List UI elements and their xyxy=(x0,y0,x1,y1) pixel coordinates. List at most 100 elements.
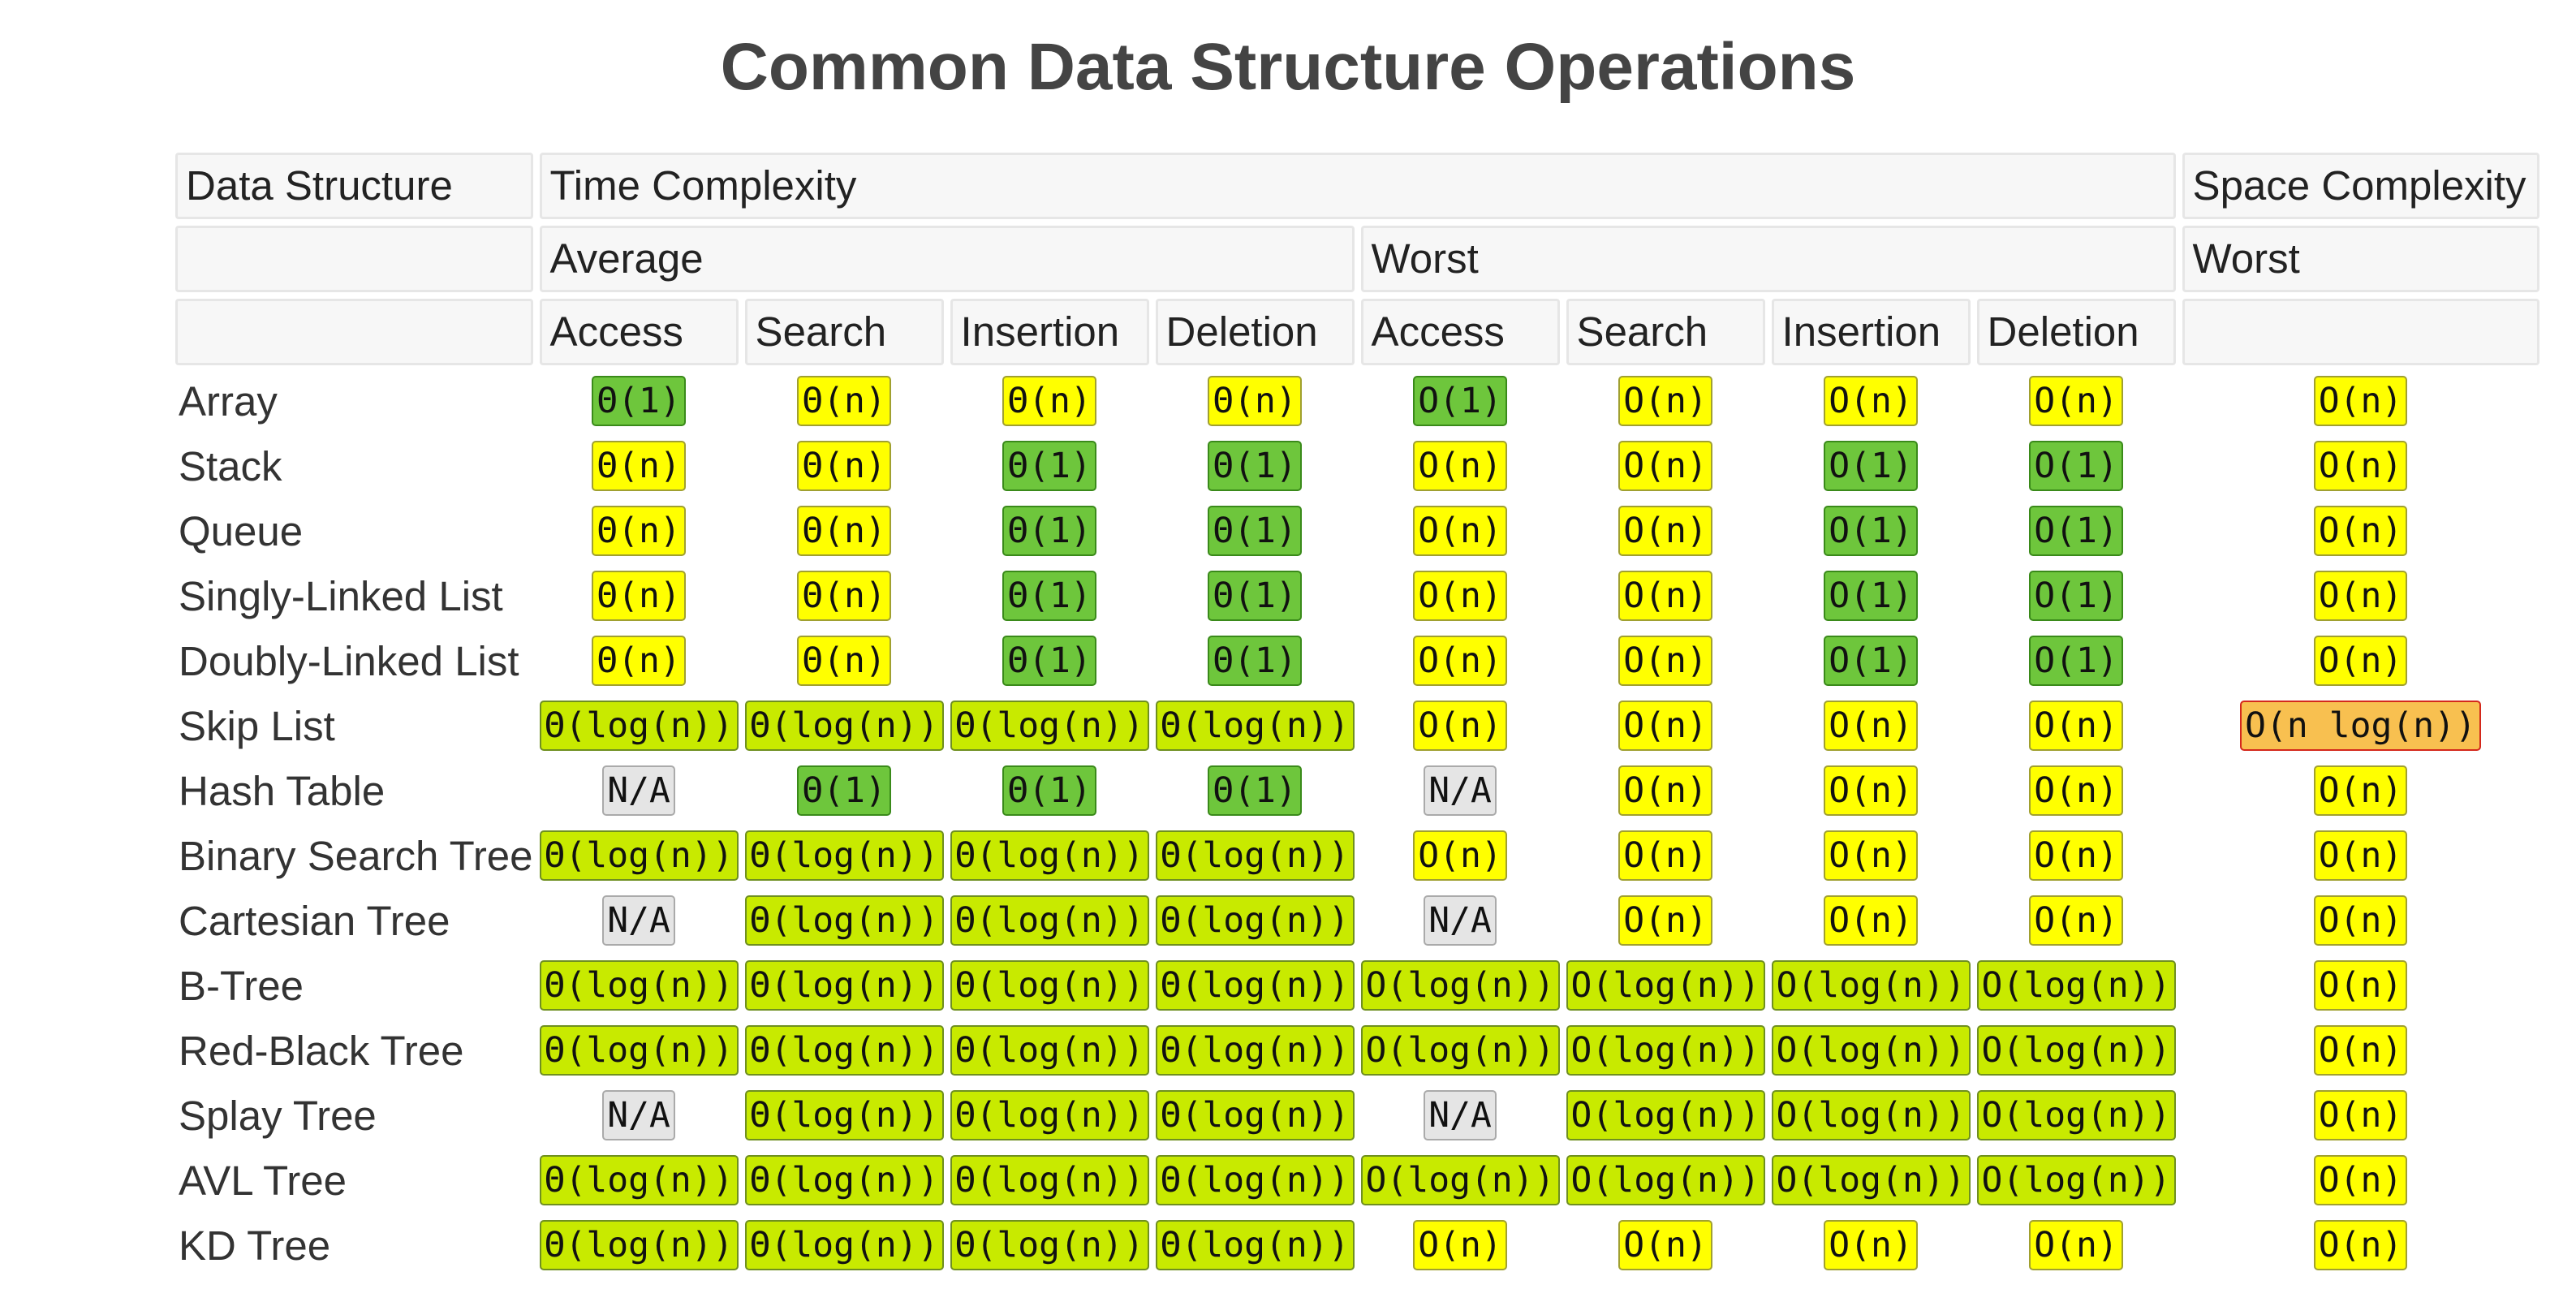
complexity-badge: O(1) xyxy=(2029,636,2123,686)
cell-space-worst: O(n) xyxy=(2182,437,2539,495)
table-row: Queue Θ(n) Θ(n) Θ(1) Θ(1) O(n) O(n) O(1) O(1) O(n… xyxy=(175,502,2539,560)
complexity-badge: O(n) xyxy=(2029,1220,2123,1270)
complexity-badge: Θ(n) xyxy=(592,441,686,491)
data-structure-name: Doubly-Linked List xyxy=(179,637,519,684)
cell-worst-deletion: O(log(n)) xyxy=(1976,956,2176,1015)
complexity-badge: O(1) xyxy=(1824,506,1918,556)
cell-avg-insertion: Θ(log(n)) xyxy=(950,1151,1149,1209)
cell-avg-search: Θ(log(n)) xyxy=(744,1216,944,1274)
cell-space-worst: O(n) xyxy=(2182,891,2539,950)
cell-worst-insertion: O(1) xyxy=(1772,632,1971,690)
cell-avg-insertion: Θ(log(n)) xyxy=(950,956,1149,1015)
data-structure-name: Stack xyxy=(179,442,282,489)
data-structure-name: Hash Table xyxy=(179,767,386,814)
table-row: Doubly-Linked List Θ(n) Θ(n) Θ(1) Θ(1) O(n) O(… xyxy=(175,632,2539,690)
cell-avg-search: Θ(log(n)) xyxy=(744,1151,944,1209)
cell-avg-insertion: Θ(log(n)) xyxy=(950,891,1149,950)
cell-avg-search: Θ(n) xyxy=(745,437,944,495)
complexity-badge: Θ(1) xyxy=(1208,636,1302,686)
complexity-badge: O(n) xyxy=(1618,506,1712,556)
complexity-badge: Θ(n) xyxy=(797,636,891,686)
complexity-badge: Θ(log(n)) xyxy=(744,895,944,946)
complexity-badge: Θ(log(n)) xyxy=(950,960,1149,1011)
cell-worst-access: O(n) xyxy=(1361,502,1560,560)
complexity-badge: O(log(n)) xyxy=(1566,960,1765,1011)
cell-avg-deletion: Θ(log(n)) xyxy=(1155,1216,1355,1274)
complexity-badge: Θ(log(n)) xyxy=(744,830,944,881)
complexity-badge: Θ(n) xyxy=(1002,376,1096,426)
complexity-badge: Θ(1) xyxy=(1002,636,1096,686)
complexity-badge: Θ(log(n)) xyxy=(950,1025,1149,1076)
header-row-2: Average Worst Worst xyxy=(175,226,2539,292)
cell-worst-search: O(n) xyxy=(1566,502,1765,560)
cell-worst-insertion: O(log(n)) xyxy=(1771,1151,1971,1209)
cell-worst-search: O(log(n)) xyxy=(1566,956,1765,1015)
cell-avg-deletion: Θ(1) xyxy=(1156,632,1355,690)
cell-avg-access: Θ(log(n)) xyxy=(539,1151,739,1209)
cell-worst-deletion: O(1) xyxy=(1977,567,2176,625)
cell-worst-search: O(n) xyxy=(1566,632,1765,690)
cell-worst-access: N/A xyxy=(1361,1086,1560,1145)
complexity-badge: Θ(log(n)) xyxy=(950,830,1149,881)
cell-avg-insertion: Θ(1) xyxy=(950,502,1149,560)
header-average: Average xyxy=(539,226,1355,292)
cell-avg-insertion: Θ(1) xyxy=(950,761,1149,820)
cell-worst-deletion: O(log(n)) xyxy=(1976,1151,2176,1209)
complexity-badge: O(n) xyxy=(1618,830,1712,881)
complexity-badge: O(n) xyxy=(1413,830,1507,881)
complexity-badge: O(log(n)) xyxy=(1771,960,1971,1011)
complexity-badge: Θ(log(n)) xyxy=(744,960,944,1011)
data-structure-name: B-Tree xyxy=(179,962,304,1009)
cell-avg-deletion: Θ(log(n)) xyxy=(1155,1086,1355,1145)
complexity-badge: Θ(1) xyxy=(1002,571,1096,621)
complexity-badge: O(n) xyxy=(1824,701,1918,751)
cell-worst-insertion: O(1) xyxy=(1772,567,1971,625)
cell-worst-deletion: O(n) xyxy=(1977,372,2176,430)
cell-avg-search: Θ(log(n)) xyxy=(744,956,944,1015)
cell-worst-insertion: O(1) xyxy=(1772,437,1971,495)
complexity-badge: O(n) xyxy=(2029,701,2123,751)
cell-worst-deletion: O(n) xyxy=(1977,826,2176,885)
complexity-badge: O(n) xyxy=(2313,895,2408,946)
complexity-badge: Θ(n) xyxy=(797,441,891,491)
complexity-badge: O(log(n)) xyxy=(1771,1090,1971,1140)
cell-avg-deletion: Θ(n) xyxy=(1156,372,1355,430)
cell-avg-access: Θ(log(n)) xyxy=(539,1216,739,1274)
cell-avg-deletion: Θ(1) xyxy=(1156,437,1355,495)
cell-worst-search: O(n) xyxy=(1566,372,1765,430)
table-row: Red-Black Tree Θ(log(n)) Θ(log(n)) Θ(log(n)… xyxy=(175,1021,2539,1080)
complexity-badge: Θ(log(n)) xyxy=(744,701,944,751)
complexity-badge: Θ(1) xyxy=(1208,571,1302,621)
cell-worst-insertion: O(n) xyxy=(1772,826,1971,885)
cell-avg-insertion: Θ(log(n)) xyxy=(950,1021,1149,1080)
complexity-badge: Θ(log(n)) xyxy=(744,1220,944,1270)
cell-avg-access: N/A xyxy=(540,1086,739,1145)
cell-worst-search: O(n) xyxy=(1566,437,1765,495)
data-structure-name: AVL Tree xyxy=(179,1157,347,1204)
cell-avg-insertion: Θ(log(n)) xyxy=(950,696,1149,755)
complexity-badge: O(log(n)) xyxy=(1566,1025,1765,1076)
header-blank xyxy=(175,299,533,365)
complexity-badge: O(n) xyxy=(1618,765,1712,816)
complexity-badge: Θ(n) xyxy=(592,571,686,621)
header-worst-deletion: Deletion xyxy=(1976,299,2176,365)
cell-worst-access: O(n) xyxy=(1361,437,1560,495)
table-row: KD Tree Θ(log(n)) Θ(log(n)) Θ(log(n)) Θ(log(… xyxy=(175,1216,2539,1274)
header-space-worst: Worst xyxy=(2182,226,2539,292)
complexity-badge: Θ(1) xyxy=(1002,441,1096,491)
cell-avg-access: Θ(log(n)) xyxy=(539,956,739,1015)
complexity-badge: O(n) xyxy=(2313,830,2408,881)
complexity-badge: N/A xyxy=(1424,895,1497,946)
cell-worst-insertion: O(n) xyxy=(1772,1216,1971,1274)
cell-worst-search: O(n) xyxy=(1566,567,1765,625)
cell-avg-access: Θ(n) xyxy=(540,502,739,560)
complexity-badge: Θ(n) xyxy=(797,506,891,556)
complexity-badge: Θ(1) xyxy=(797,765,891,816)
complexity-badge: O(n) xyxy=(1618,1220,1712,1270)
cell-avg-search: Θ(log(n)) xyxy=(744,826,944,885)
header-avg-insertion: Insertion xyxy=(950,299,1149,365)
complexity-badge: O(1) xyxy=(1413,376,1507,426)
cell-space-worst: O(n) xyxy=(2182,1216,2539,1274)
cell-space-worst: O(n) xyxy=(2182,761,2539,820)
cell-avg-deletion: Θ(1) xyxy=(1156,502,1355,560)
